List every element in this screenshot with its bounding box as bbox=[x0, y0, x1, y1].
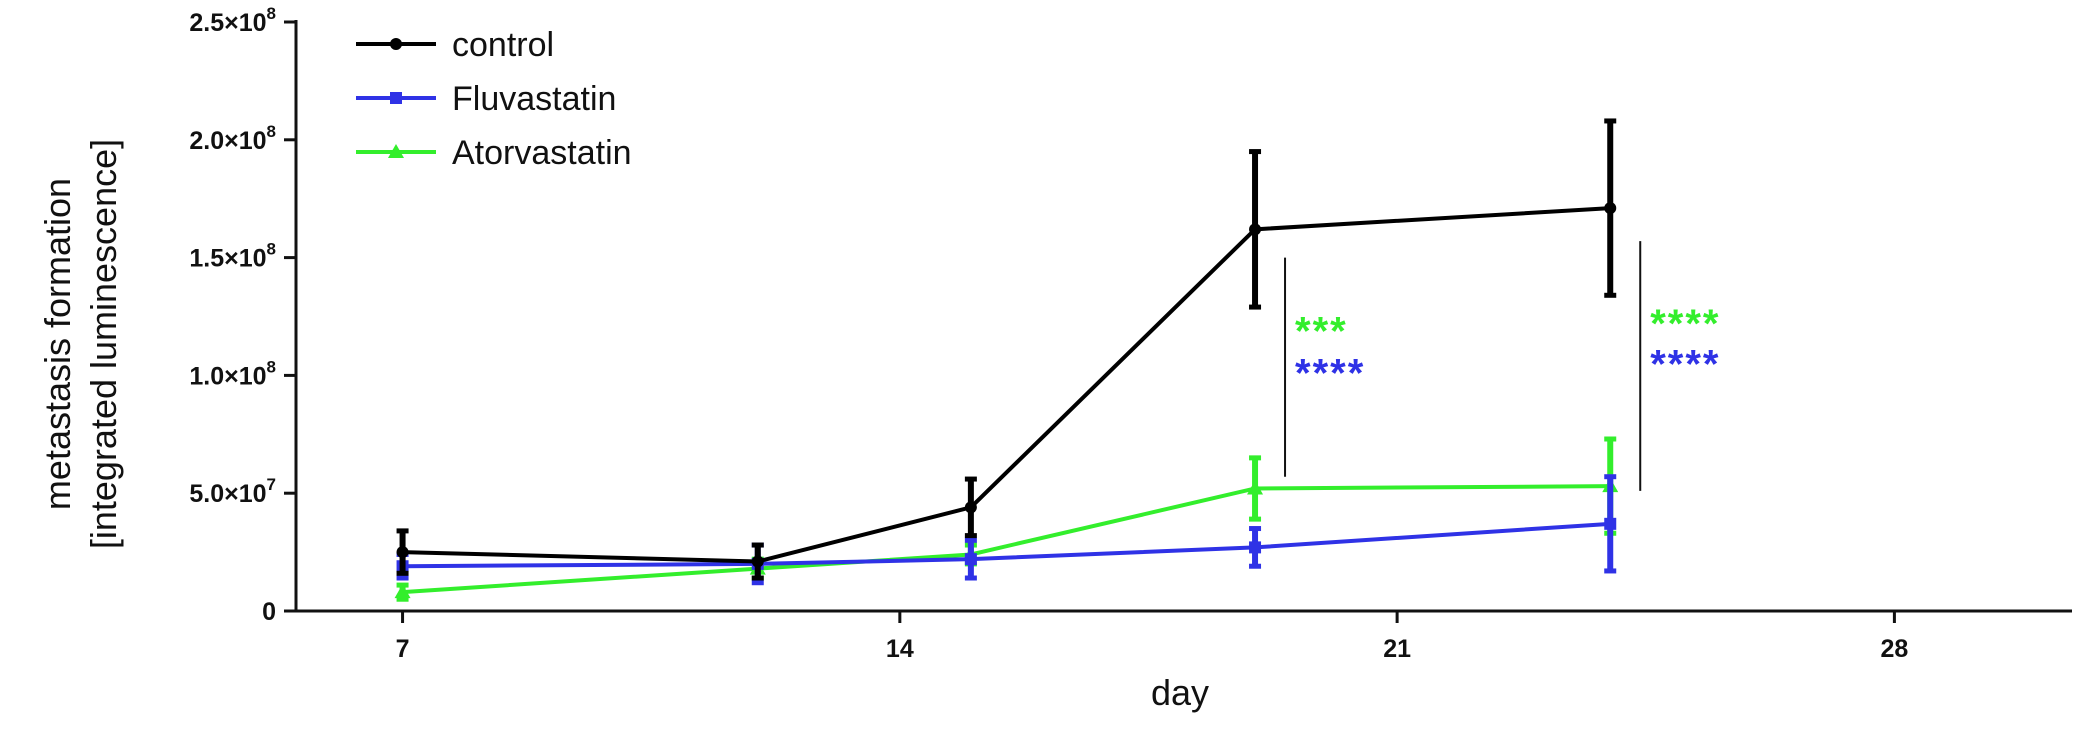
data-point bbox=[964, 553, 977, 566]
legend-item-control: control bbox=[356, 26, 554, 64]
significance-stars: **** bbox=[1295, 352, 1365, 396]
y-tick-label: 0 bbox=[262, 598, 276, 626]
series-layer bbox=[394, 118, 1619, 602]
data-point bbox=[1247, 480, 1264, 495]
data-point bbox=[964, 501, 977, 514]
axes: 0 5.0×107 1.0×108 1.5×108 2.0×108 2.5×108 7 14 2… bbox=[189, 4, 2072, 663]
data-point bbox=[1604, 202, 1617, 215]
significance-stars: *** bbox=[1295, 309, 1348, 353]
data-point bbox=[396, 546, 409, 559]
x-tick-label: 28 bbox=[1880, 635, 1908, 663]
data-point bbox=[1604, 517, 1617, 530]
legend-item-atorvastatin: Atorvastatin bbox=[356, 134, 632, 172]
data-point bbox=[751, 555, 764, 568]
x-axis-title: day bbox=[1151, 672, 1209, 713]
significance-stars: **** bbox=[1650, 302, 1720, 346]
significance-stars: **** bbox=[1650, 342, 1720, 386]
series-fluvastatin bbox=[396, 474, 1617, 586]
series-line bbox=[402, 484, 1611, 595]
legend-marker bbox=[388, 144, 404, 158]
legend-label: Atorvastatin bbox=[452, 134, 632, 172]
y-tick-label: 2.5×108 bbox=[189, 4, 276, 37]
series-line bbox=[402, 206, 1611, 564]
data-point bbox=[1249, 541, 1262, 554]
significance-annotations: *************** bbox=[1284, 241, 1720, 491]
x-tick-label: 7 bbox=[396, 635, 410, 663]
y-axis-title-line1: metastasis formation bbox=[37, 178, 78, 510]
y-axis-title-line2: [integrated luminescence] bbox=[83, 139, 124, 549]
y-tick-label: 1.5×108 bbox=[189, 240, 276, 273]
x-tick-label: 14 bbox=[886, 635, 914, 663]
legend-marker bbox=[390, 92, 402, 104]
x-tick-label: 21 bbox=[1383, 635, 1411, 663]
y-tick-label: 2.0×108 bbox=[189, 122, 276, 155]
legend: control Fluvastatin Atorvastatin bbox=[356, 26, 632, 172]
data-point bbox=[394, 584, 411, 599]
y-tick-label: 1.0×108 bbox=[189, 357, 276, 390]
series-atorvastatin bbox=[394, 436, 1619, 602]
legend-label: control bbox=[452, 26, 554, 64]
data-point bbox=[1249, 223, 1262, 236]
legend-label: Fluvastatin bbox=[452, 80, 616, 118]
y-tick-label: 5.0×107 bbox=[189, 475, 276, 508]
legend-item-fluvastatin: Fluvastatin bbox=[356, 80, 616, 118]
legend-marker bbox=[390, 38, 402, 50]
series-control bbox=[396, 118, 1617, 581]
